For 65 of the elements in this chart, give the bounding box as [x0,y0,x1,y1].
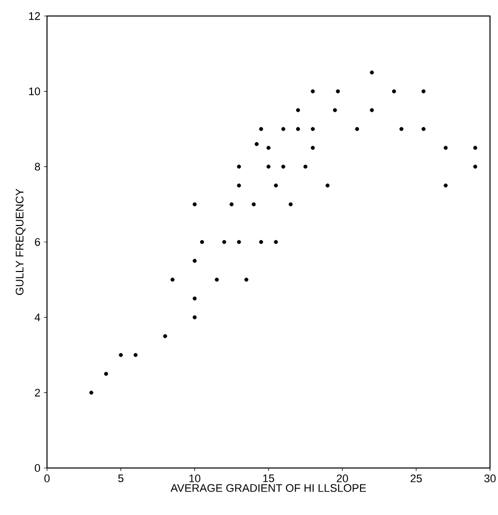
point [332,108,337,112]
point [222,240,226,244]
point [296,127,300,131]
point [104,372,108,376]
point [274,240,278,244]
point [192,296,197,300]
point [473,164,478,169]
point [266,146,270,150]
point [244,278,248,282]
point [259,240,264,244]
point [236,164,241,169]
point [296,108,300,112]
point [252,202,256,206]
point [288,202,293,206]
x-tick-label: 15 [263,474,274,482]
point [326,184,330,188]
x-tick-label: 30 [484,474,496,482]
point [163,334,168,338]
point [192,315,197,320]
point [422,89,426,94]
y-tick-label: 10 [29,87,40,96]
point [236,184,241,188]
point [118,353,123,357]
point [192,258,197,263]
point [310,89,315,94]
point [200,240,204,244]
y-tick-label: 8 [34,162,40,171]
point [422,127,426,131]
point [281,127,286,131]
point [310,127,315,131]
point [281,164,286,169]
point [444,184,448,188]
point [355,127,360,131]
point [134,353,138,357]
point [444,146,448,150]
point [473,146,478,150]
y-tick-label: 2 [34,388,40,396]
y-tick-label: 4 [34,314,40,322]
point [370,70,374,74]
point [230,202,234,206]
point [192,202,197,206]
y-axis-title: GULLY FREQUENCY [16,188,26,295]
x-tick-label: 25 [410,474,422,482]
point [392,89,396,94]
x-axis-title: AVERAGE GRADIENT OF HI LLSLOPE [170,484,366,492]
point [310,146,315,150]
point [399,127,404,131]
x-tick-label: 0 [44,474,50,482]
x-tick-label: 20 [336,474,348,482]
x-tick-label: 5 [118,474,124,482]
point [254,142,259,146]
point [214,278,219,282]
point [266,164,270,169]
point [170,278,175,282]
point [259,127,264,131]
x-tick-label: 10 [189,474,200,482]
point [274,184,278,188]
point [336,89,340,94]
point [236,240,241,244]
y-tick-label: 0 [34,464,40,472]
point [89,390,94,395]
point [303,164,308,169]
point [370,108,374,112]
y-tick-label: 12 [29,12,40,20]
y-tick-label: 6 [34,238,40,246]
